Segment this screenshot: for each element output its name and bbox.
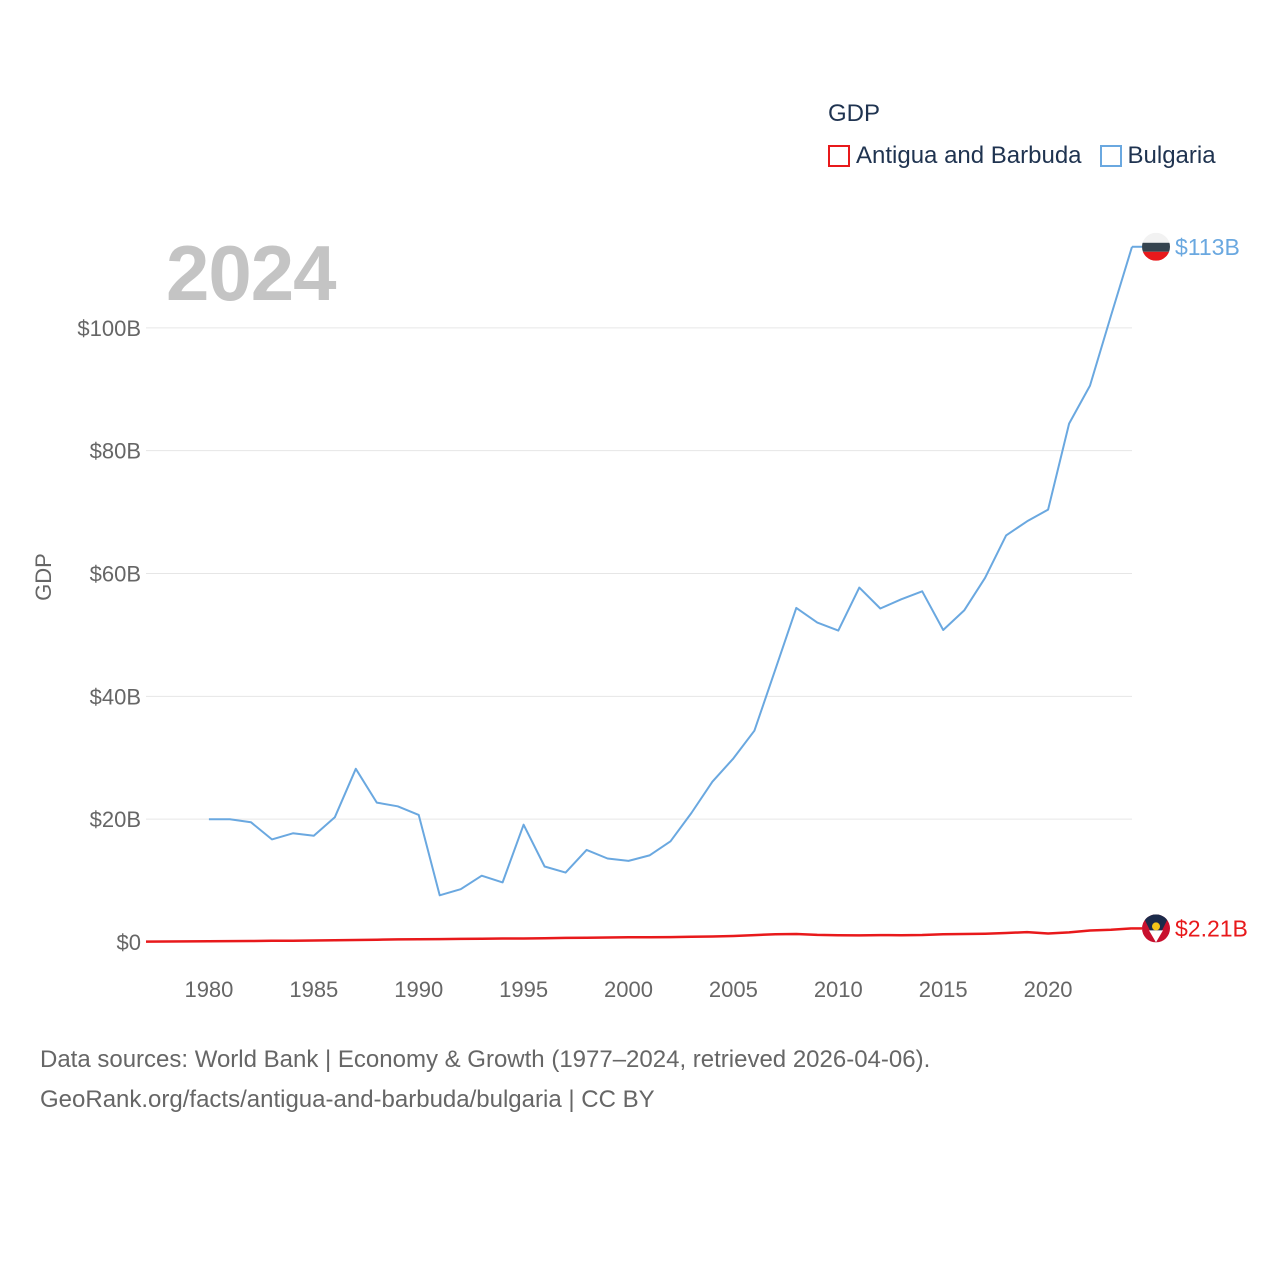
end-value-label-bulgaria: $113B [1175, 234, 1240, 260]
x-tick-label: 2005 [709, 977, 758, 1002]
y-tick-label: $0 [117, 930, 141, 955]
y-tick-label: $40B [90, 684, 141, 709]
antigua-flag-icon [1142, 914, 1170, 943]
legend-item-antigua[interactable]: Antigua and Barbuda [828, 142, 1082, 170]
y-tick-label: $20B [90, 807, 141, 832]
y-tick-label: $80B [90, 439, 141, 464]
series-line-bulgaria [208, 246, 1133, 897]
x-tick-label: 1990 [394, 977, 443, 1002]
y-tick-label: $100B [77, 316, 141, 341]
x-tick-label: 1985 [289, 977, 338, 1002]
y-tick-label: $60B [90, 562, 141, 587]
legend-label-antigua: Antigua and Barbuda [856, 142, 1082, 169]
data-sources-text: Data sources: World Bank | Economy & Gro… [40, 1046, 931, 1073]
x-tick-label: 1980 [184, 977, 233, 1002]
source-url-text: GeoRank.org/facts/antigua-and-barbuda/bu… [40, 1086, 655, 1113]
x-tick-label: 1995 [499, 977, 548, 1002]
legend: Antigua and Barbuda Bulgaria [828, 142, 1216, 170]
gdp-line-chart: $0 $20B $40B $60B $80B $100B 1980 1985 1990 1995 2… [77, 232, 1248, 1002]
x-tick-label: 2010 [814, 977, 863, 1002]
x-tick-label: 2015 [919, 977, 968, 1002]
x-tick-label: 2020 [1024, 977, 1073, 1002]
end-value-label-antigua: $2.21B [1175, 915, 1248, 941]
legend-label-bulgaria: Bulgaria [1127, 142, 1216, 169]
legend-swatch-bulgaria [1099, 145, 1122, 167]
legend-title: GDP [828, 100, 881, 127]
legend-swatch-antigua [828, 145, 850, 167]
bulgaria-flag-icon [1142, 232, 1170, 261]
legend-item-bulgaria[interactable]: Bulgaria [1099, 142, 1216, 170]
x-tick-label: 2000 [604, 977, 653, 1002]
series-line-antigua [145, 927, 1133, 943]
current-year-label: 2024 [166, 229, 337, 317]
footer: Data sources: World Bank | Economy & Gro… [40, 1040, 930, 1120]
